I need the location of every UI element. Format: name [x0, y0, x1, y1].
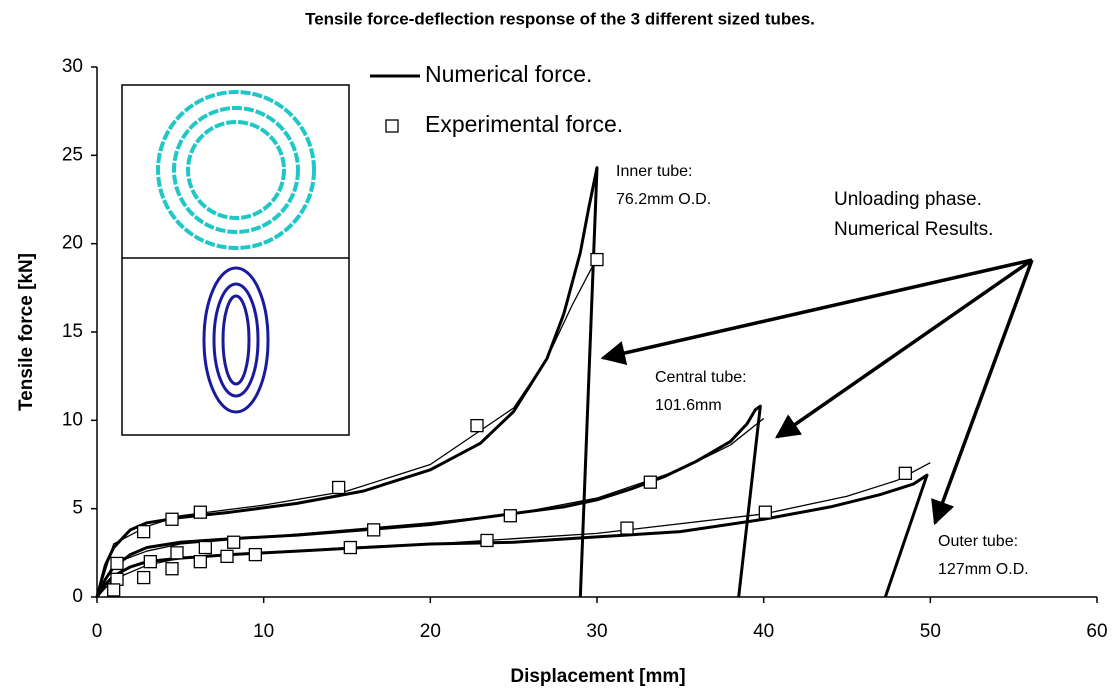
x-tick-label: 50	[920, 621, 941, 642]
y-tick-label: 5	[72, 498, 83, 519]
experimental-point	[221, 550, 233, 562]
y-tick-label: 25	[62, 144, 83, 165]
experimental-point	[108, 584, 120, 596]
y-tick-label: 15	[62, 321, 83, 342]
y-tick-label: 10	[62, 409, 83, 430]
experimental-point	[368, 524, 380, 536]
inset	[122, 85, 349, 435]
legend-label: Experimental force.	[425, 111, 623, 137]
experimental-point	[481, 534, 493, 546]
experimental-point	[621, 522, 633, 534]
experimental-point	[591, 254, 603, 266]
x-tick-label: 30	[586, 621, 607, 642]
chart: Tensile force-deflection response of the…	[0, 0, 1120, 695]
experimental-point	[471, 420, 483, 432]
experimental-point	[166, 563, 178, 575]
experimental-point	[144, 556, 156, 568]
experimental-point	[138, 572, 150, 584]
x-tick-label: 60	[1086, 621, 1107, 642]
experimental-point	[194, 506, 206, 518]
experimental-point	[228, 536, 240, 548]
experimental-point	[111, 557, 123, 569]
chart-title: Tensile force-deflection response of the…	[305, 9, 815, 28]
x-axis-title: Displacement [mm]	[510, 666, 685, 687]
experimental-point	[759, 506, 771, 518]
y-tick-label: 0	[72, 586, 83, 607]
y-tick-label: 30	[62, 56, 83, 77]
experimental-point	[171, 547, 183, 559]
x-tick-label: 10	[253, 621, 274, 642]
experimental-point	[333, 481, 345, 493]
experimental-point	[249, 549, 261, 561]
legend-label: Numerical force.	[425, 61, 592, 87]
annotation: Unloading phase.	[834, 189, 982, 210]
y-tick-label: 20	[62, 233, 83, 254]
x-tick-label: 20	[420, 621, 441, 642]
experimental-point	[166, 513, 178, 525]
annotation: Inner tube:	[616, 163, 693, 180]
annotation: Numerical Results.	[834, 219, 993, 240]
annotation: 101.6mm	[655, 397, 722, 414]
experimental-point	[344, 542, 356, 554]
experimental-point	[899, 467, 911, 479]
experimental-point	[504, 510, 516, 522]
annotation: Outer tube:	[938, 533, 1018, 550]
experimental-point	[199, 542, 211, 554]
y-axis-title: Tensile force [kN]	[16, 253, 37, 411]
x-tick-label: 0	[92, 621, 103, 642]
annotation: Central tube:	[655, 369, 747, 386]
experimental-point	[194, 556, 206, 568]
annotation: 76.2mm O.D.	[616, 191, 711, 208]
x-tick-label: 40	[753, 621, 774, 642]
experimental-point	[138, 526, 150, 538]
experimental-point	[644, 476, 656, 488]
annotation: 127mm O.D.	[938, 561, 1029, 578]
legend-marker	[386, 120, 398, 132]
